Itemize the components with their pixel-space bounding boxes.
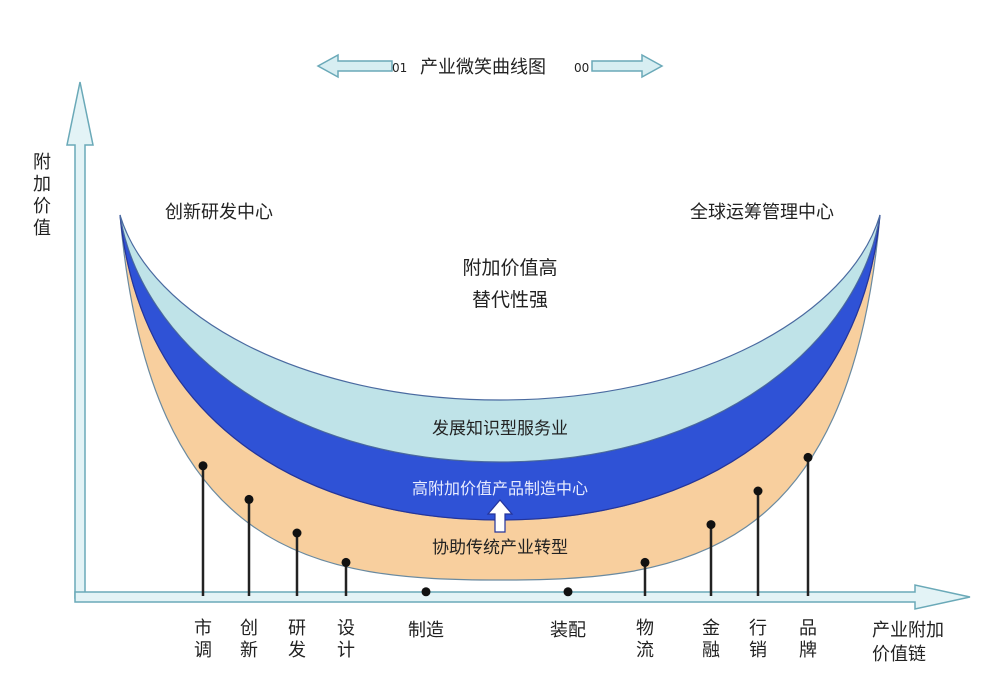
band-knowledge-service bbox=[119, 214, 881, 463]
y-axis-label-char: 值 bbox=[33, 218, 51, 239]
stage-dot bbox=[421, 587, 431, 597]
value-chain-stages: 市调 创新 研发 设计 制造 装配 物流 金融 行销 品牌 bbox=[194, 452, 817, 661]
stage-label-char: 行 bbox=[749, 618, 767, 639]
y-axis-label-char: 加 bbox=[33, 174, 51, 195]
left-end-label: 创新研发中心 bbox=[165, 202, 273, 223]
stage-label-char: 市 bbox=[194, 618, 212, 639]
x-axis-label: 产业附加 价值链 bbox=[872, 620, 944, 665]
stage-label: 装配 bbox=[550, 620, 586, 641]
stage-dot bbox=[292, 528, 302, 538]
stage-dot bbox=[753, 486, 763, 496]
stage-label-char: 新 bbox=[240, 640, 258, 661]
stage-dot bbox=[640, 557, 650, 567]
stage-label-char: 融 bbox=[702, 640, 720, 661]
y-axis bbox=[66, 81, 94, 599]
stage-dot bbox=[198, 461, 208, 471]
left-hollow-arrow-icon bbox=[316, 53, 393, 79]
stage-label-char: 流 bbox=[636, 640, 654, 661]
x-axis bbox=[74, 584, 971, 610]
title-group: 01 产业微笑曲线图 00 bbox=[316, 53, 664, 79]
stage-label-char: 调 bbox=[194, 640, 212, 661]
stage-label: 制造 bbox=[408, 620, 444, 641]
stage-dot bbox=[341, 557, 351, 567]
stage-label-char: 物 bbox=[636, 618, 654, 639]
title-left-mark: 01 bbox=[392, 61, 407, 75]
band-label-traditional-transform: 协助传统产业转型 bbox=[432, 538, 568, 558]
band-label-knowledge-service: 发展知识型服务业 bbox=[432, 419, 568, 439]
up-arrow-icon bbox=[486, 499, 514, 533]
band-label-high-value-manufacturing: 高附加价值产品制造中心 bbox=[412, 479, 588, 498]
center-label-line: 替代性强 bbox=[472, 289, 548, 311]
y-axis-label: 附 加 价 值 bbox=[33, 152, 51, 239]
title-right-mark: 00 bbox=[574, 61, 589, 75]
stage-label-char: 创 bbox=[240, 618, 258, 639]
smile-curve bbox=[119, 214, 881, 581]
stage-label-char: 品 bbox=[799, 618, 817, 639]
stage-label-char: 研 bbox=[288, 618, 306, 639]
x-axis-label-line: 价值链 bbox=[872, 644, 926, 665]
stage-label-char: 牌 bbox=[799, 640, 817, 661]
stage-label-char: 发 bbox=[288, 640, 306, 661]
stage-dot bbox=[803, 452, 813, 462]
right-end-label: 全球运筹管理中心 bbox=[690, 202, 834, 223]
stage-label-char: 计 bbox=[337, 640, 355, 661]
y-axis-label-char: 附 bbox=[33, 152, 51, 173]
stage-label-char: 销 bbox=[749, 640, 767, 661]
stage-dot bbox=[706, 520, 716, 530]
stage-label-char: 金 bbox=[702, 618, 720, 639]
x-axis-label-line: 产业附加 bbox=[872, 620, 944, 641]
stage-dot bbox=[244, 494, 254, 504]
center-label-line: 附加价值高 bbox=[462, 257, 557, 279]
page-title: 产业微笑曲线图 bbox=[420, 57, 546, 78]
stage-dot bbox=[563, 587, 573, 597]
y-axis-label-char: 价 bbox=[33, 196, 51, 217]
right-hollow-arrow-icon bbox=[591, 53, 664, 79]
stage-label-char: 设 bbox=[337, 618, 355, 639]
